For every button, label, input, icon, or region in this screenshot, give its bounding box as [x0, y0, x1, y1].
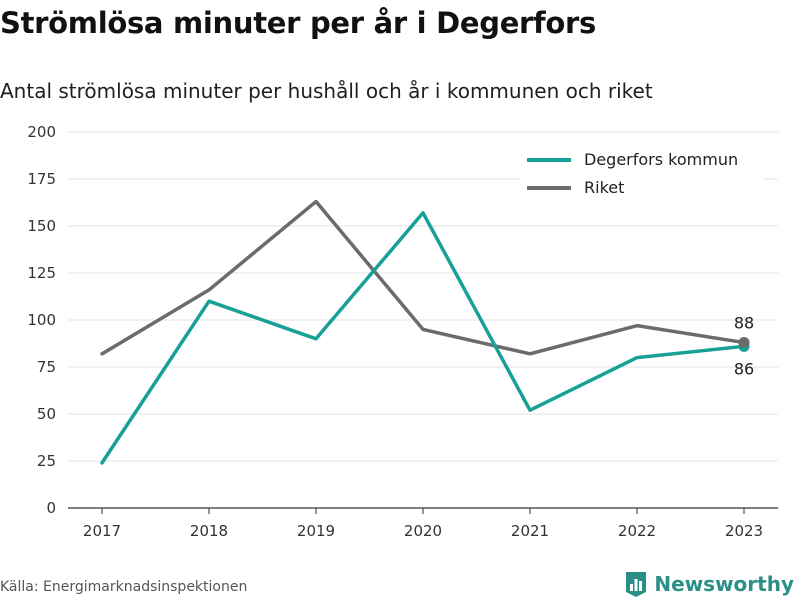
chart-subtitle: Antal strömlösa minuter per hushåll och … — [0, 79, 653, 103]
x-tick-label: 2021 — [511, 522, 549, 540]
legend-label: Degerfors kommun — [584, 150, 738, 169]
y-tick-label: 100 — [27, 311, 56, 329]
y-tick-label: 175 — [27, 170, 56, 188]
x-tick-label: 2017 — [83, 522, 121, 540]
end-value-label: 88 — [734, 314, 754, 333]
x-tick-label: 2019 — [297, 522, 335, 540]
y-tick-label: 200 — [27, 123, 56, 141]
x-tick-label: 2023 — [725, 522, 763, 540]
y-tick-label: 50 — [37, 405, 56, 423]
x-tick-label: 2020 — [404, 522, 442, 540]
y-tick-label: 125 — [27, 264, 56, 282]
series-lines — [100, 199, 746, 465]
legend-label: Riket — [584, 178, 624, 197]
end-point-marker — [738, 337, 750, 349]
legend-background — [520, 144, 764, 208]
y-tick-label: 150 — [27, 217, 56, 235]
data-labels: 86 88 — [734, 314, 754, 379]
chart-title: Strömlösa minuter per år i Degerfors — [0, 6, 596, 40]
series-line-degerfors-kommun — [100, 211, 746, 465]
series-line-riket — [100, 199, 746, 356]
y-tick-label: 0 — [46, 499, 56, 517]
legend: Degerfors kommun Riket — [520, 144, 764, 208]
brand-logo: Newsworthy — [624, 570, 794, 598]
x-tick-label: 2022 — [618, 522, 656, 540]
y-tick-label: 75 — [37, 358, 56, 376]
brand-name: Newsworthy — [654, 572, 794, 596]
axes: 0 25 50 75 100 125 150 175 200 2017 2018 2019 2020 20… — [27, 123, 778, 540]
y-tick-label: 25 — [37, 452, 56, 470]
source-note: Källa: Energimarknadsinspektionen — [0, 579, 248, 595]
bar-chart-icon — [626, 572, 647, 597]
x-tick-label: 2018 — [190, 522, 228, 540]
end-value-label: 86 — [734, 359, 754, 378]
